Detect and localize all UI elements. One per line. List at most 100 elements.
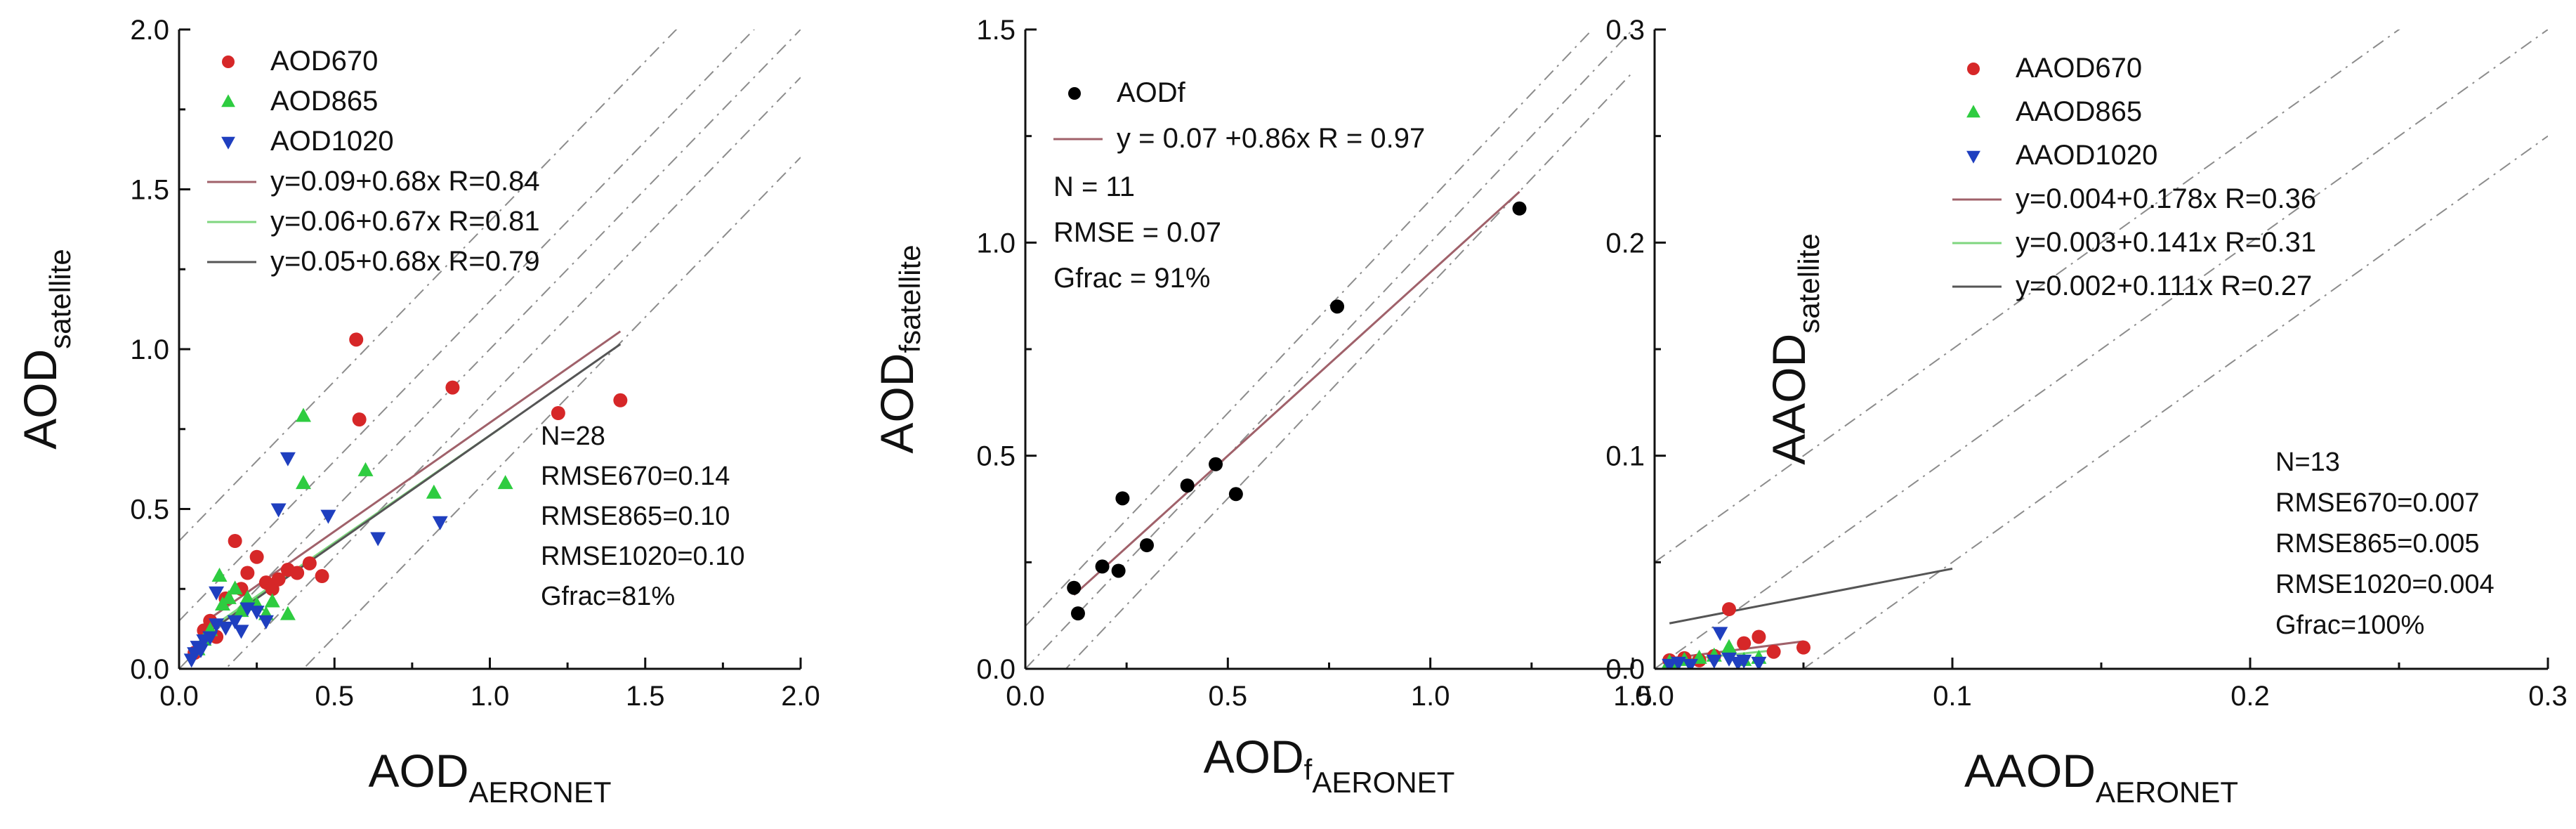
x-tick-label: 1.5: [1613, 681, 1652, 712]
data-point: [228, 534, 242, 548]
data-point: [613, 393, 628, 407]
data-point: [1115, 491, 1130, 506]
y-axis-title-main: AOD: [14, 349, 66, 450]
stats-line: RMSE670=0.007: [2275, 488, 2479, 518]
fit-line-aaod670: [1669, 640, 1804, 660]
chart-panel-1: 0.0 0.5 1.0 1.5 2.00.00.51.01.52.0AODAERONET…: [14, 15, 820, 809]
data-point: [370, 532, 386, 547]
data-point: [221, 589, 237, 604]
data-point: [264, 593, 280, 608]
x-axis-title: AODAERONET: [368, 745, 611, 809]
data-point: [1796, 640, 1811, 655]
stats-line: Gfrac=81%: [541, 582, 675, 611]
data-point: [280, 452, 296, 466]
y-tick-label: 1.5: [976, 15, 1016, 46]
data-point: [1721, 652, 1737, 667]
x-axis-title-sub: AERONET: [1312, 766, 1454, 799]
stats-line: N=13: [2275, 448, 2340, 477]
data-point: [1330, 299, 1345, 314]
data-point: [1766, 644, 1781, 659]
plot-area: [1025, 30, 1633, 669]
legend-marker-aaod1020: [1966, 150, 1980, 164]
data-point: [497, 475, 513, 490]
y-axis-title-main: AAOD: [1763, 334, 1815, 465]
y-axis-title: AAODsatellite: [1763, 233, 1825, 464]
stats-line: RMSE670=0.14: [541, 462, 730, 491]
x-tick-label: 0.5: [315, 681, 354, 712]
x-axis-title-sub: AERONET: [2096, 776, 2238, 809]
x-tick-label: 1.0: [471, 681, 510, 712]
fit-line-aod670: [209, 330, 622, 620]
x-axis-title-main: AOD: [1204, 731, 1304, 783]
data-point: [551, 406, 565, 420]
data-point: [1140, 538, 1154, 553]
data-point: [1070, 606, 1085, 621]
data-point: [280, 606, 296, 620]
data-point: [227, 615, 243, 629]
data-point: [426, 484, 442, 499]
series-aodf: [1067, 201, 1527, 621]
stats-line: RMSE = 0.07: [1053, 217, 1221, 248]
x-axis-title-main: AOD: [368, 745, 468, 797]
envelope-line-1: [1655, 30, 2400, 563]
one-to-one-line: [1655, 30, 2548, 669]
x-axis-title: AODfAERONET: [1204, 731, 1455, 799]
legend-marker-aaod865: [1966, 105, 1980, 118]
fit-line-aaod1020: [1669, 567, 1953, 625]
data-point: [233, 603, 249, 618]
y-tick-label: 1.0: [130, 334, 169, 365]
data-point: [1736, 654, 1752, 669]
data-point: [227, 580, 243, 595]
x-tick-label: 0.0: [1635, 681, 1674, 712]
legend-fit-label-aod1020: y=0.05+0.68x R=0.79: [270, 246, 540, 277]
y-tick-label: 0.5: [130, 495, 169, 526]
data-point: [296, 407, 311, 422]
y-tick-label: 0.5: [976, 441, 1016, 472]
stats-line: N=28: [541, 422, 605, 451]
fit-line-aodf: [1073, 190, 1520, 596]
y-axis-title-main: AOD: [871, 353, 923, 454]
data-point: [218, 621, 234, 636]
y-tick-label: 0.3: [1605, 15, 1645, 46]
data-point: [1180, 478, 1195, 493]
x-tick-label: 0.0: [1006, 681, 1045, 712]
data-point: [1228, 487, 1243, 502]
y-axis-title-sub: satellite: [893, 244, 926, 344]
envelope-line-3: [179, 30, 678, 542]
data-point: [320, 509, 336, 524]
data-point: [315, 569, 329, 584]
legend-marker-aaod670: [1967, 63, 1980, 75]
x-tick-label: 1.0: [1411, 681, 1450, 712]
data-point: [1706, 654, 1722, 669]
data-point: [233, 625, 249, 639]
x-axis-title-main: AAOD: [1964, 745, 2096, 797]
data-point: [352, 412, 367, 427]
data-point: [209, 586, 225, 601]
data-point: [1721, 639, 1737, 653]
data-point: [1751, 656, 1767, 669]
y-axis-title: AODsatellite: [14, 249, 77, 449]
x-axis-title: AAODAERONET: [1964, 745, 2238, 809]
envelope-line-2: [224, 77, 801, 669]
legend-label-aodf: AODf: [1117, 77, 1186, 108]
data-point: [1737, 636, 1752, 651]
x-tick-label: 1.5: [626, 681, 665, 712]
y-tick-label: 0.0: [976, 654, 1016, 685]
y-axis-title: AODfsatellite: [871, 244, 926, 453]
legend-label-aaod670: AAOD670: [2016, 53, 2142, 84]
y-tick-label: 2.0: [130, 15, 169, 46]
x-tick-label: 0.0: [159, 681, 199, 712]
data-point: [1712, 627, 1728, 641]
data-point: [211, 568, 228, 582]
data-point: [192, 644, 209, 658]
y-tick-label: 1.0: [976, 228, 1016, 259]
x-tick-label: 0.3: [2528, 681, 2568, 712]
data-point: [258, 615, 274, 629]
data-point: [240, 566, 255, 580]
x-tick-label: 2.0: [781, 681, 820, 712]
legend-label-aaod1020: AAOD1020: [2016, 140, 2157, 171]
data-point: [1670, 656, 1686, 669]
envelope-line-1: [179, 30, 756, 622]
